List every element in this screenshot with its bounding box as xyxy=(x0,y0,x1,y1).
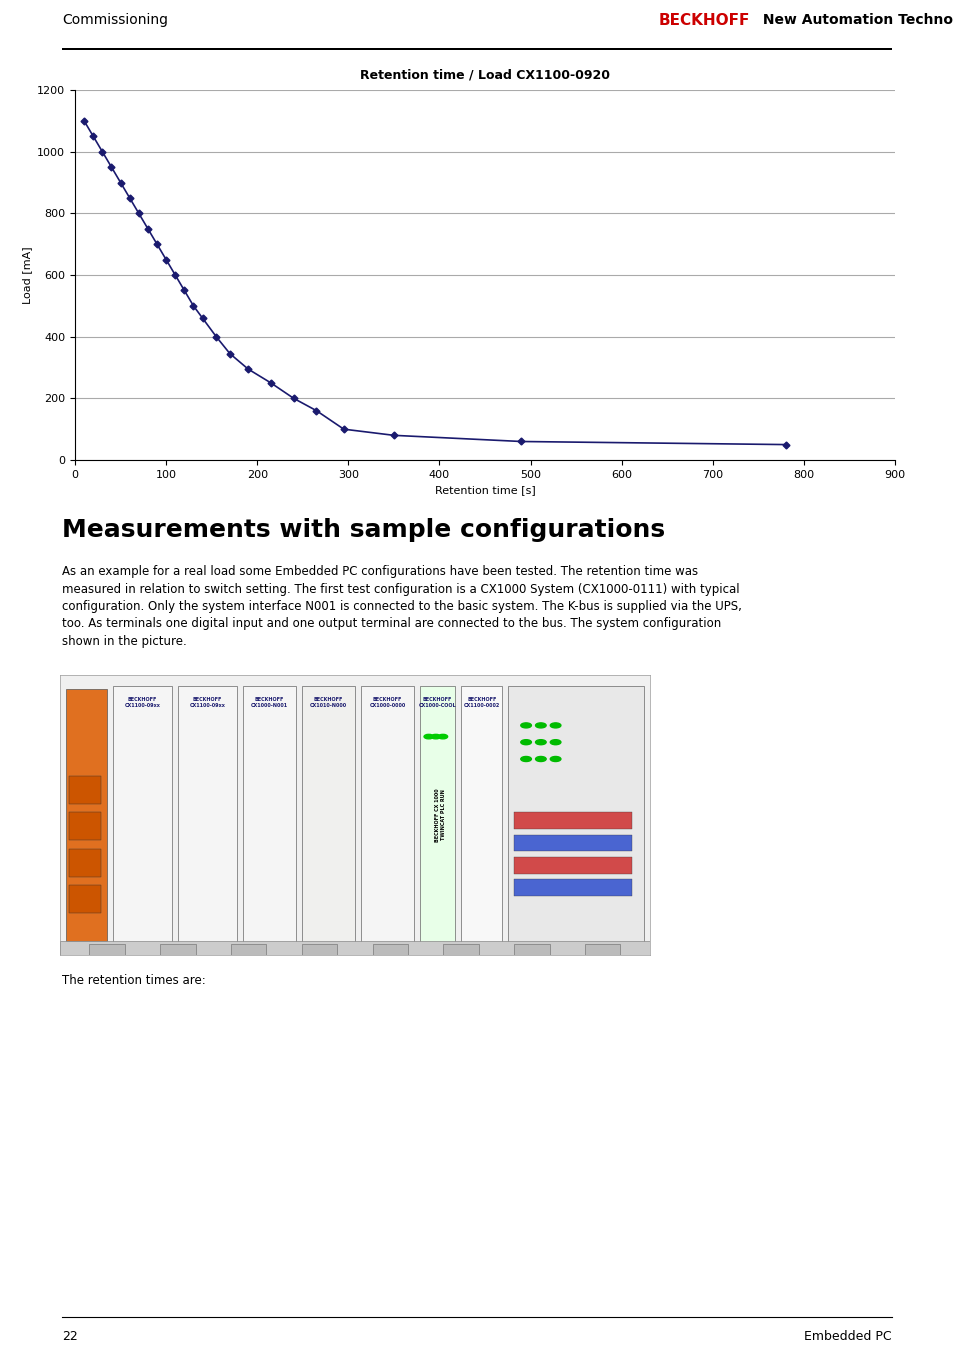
Text: BECKHOFF: BECKHOFF xyxy=(658,12,749,28)
Text: The retention times are:: The retention times are: xyxy=(62,974,206,986)
Bar xyxy=(90,944,125,961)
Text: Commissioning: Commissioning xyxy=(62,14,168,27)
Bar xyxy=(231,944,266,961)
Circle shape xyxy=(550,757,560,762)
Text: New Automation Technology: New Automation Technology xyxy=(758,14,953,27)
Bar xyxy=(460,686,502,950)
Text: BECKHOFF
CX1000-COOL: BECKHOFF CX1000-COOL xyxy=(418,697,456,708)
Circle shape xyxy=(550,740,560,744)
Bar xyxy=(243,686,295,950)
Text: BECKHOFF CX 1000
TWINCAT PLC RUN: BECKHOFF CX 1000 TWINCAT PLC RUN xyxy=(435,788,445,842)
Bar xyxy=(419,686,455,950)
Circle shape xyxy=(437,735,447,739)
Text: BECKHOFF
CX1100-0002: BECKHOFF CX1100-0002 xyxy=(463,697,499,708)
Bar xyxy=(514,835,632,851)
Bar xyxy=(514,880,632,896)
Circle shape xyxy=(535,723,545,728)
Bar xyxy=(69,812,101,840)
Bar xyxy=(60,942,649,955)
Circle shape xyxy=(520,740,531,744)
Text: 22: 22 xyxy=(62,1331,78,1343)
Bar xyxy=(178,686,236,950)
Circle shape xyxy=(431,735,440,739)
Bar xyxy=(301,686,355,950)
Text: Measurements with sample configurations: Measurements with sample configurations xyxy=(62,517,664,542)
Bar xyxy=(69,885,101,913)
Text: BECKHOFF
CX1100-09xx: BECKHOFF CX1100-09xx xyxy=(125,697,160,708)
Circle shape xyxy=(520,723,531,728)
Bar xyxy=(113,686,172,950)
Bar xyxy=(514,857,632,874)
Title: Retention time / Load CX1100-0920: Retention time / Load CX1100-0920 xyxy=(359,69,609,82)
Circle shape xyxy=(535,757,545,762)
Bar xyxy=(514,944,549,961)
Bar xyxy=(360,686,414,950)
Bar xyxy=(66,689,107,942)
Text: Embedded PC: Embedded PC xyxy=(803,1331,891,1343)
X-axis label: Retention time [s]: Retention time [s] xyxy=(435,485,535,496)
Bar xyxy=(514,812,632,830)
Text: BECKHOFF
CX1010-N000: BECKHOFF CX1010-N000 xyxy=(310,697,347,708)
Y-axis label: Load [mA]: Load [mA] xyxy=(22,246,31,304)
Bar xyxy=(584,944,619,961)
Circle shape xyxy=(550,723,560,728)
Circle shape xyxy=(520,757,531,762)
Text: BECKHOFF
CX1000-0000: BECKHOFF CX1000-0000 xyxy=(369,697,405,708)
Bar xyxy=(160,944,195,961)
Text: As an example for a real load some Embedded PC configurations have been tested. : As an example for a real load some Embed… xyxy=(62,565,741,648)
Bar xyxy=(69,848,101,877)
Text: BECKHOFF
CX1000-N001: BECKHOFF CX1000-N001 xyxy=(251,697,288,708)
Bar xyxy=(301,944,337,961)
Bar xyxy=(443,944,478,961)
Bar xyxy=(508,686,643,950)
Bar xyxy=(373,944,408,961)
Circle shape xyxy=(423,735,433,739)
Text: BECKHOFF
CX1100-09xx: BECKHOFF CX1100-09xx xyxy=(190,697,225,708)
Circle shape xyxy=(535,740,545,744)
Bar xyxy=(69,775,101,804)
